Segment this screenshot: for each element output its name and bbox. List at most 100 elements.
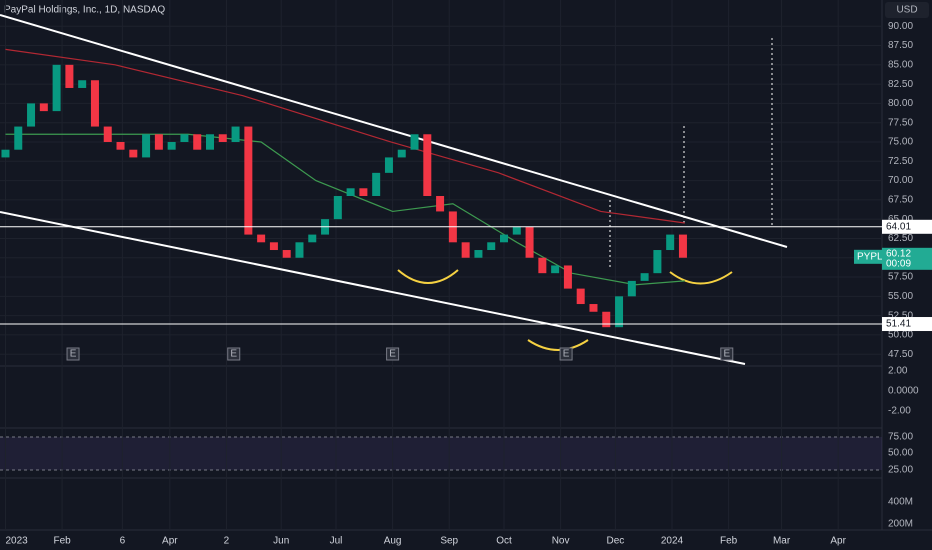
volume-axis-label: 200M <box>888 519 913 530</box>
y-tick-label: 82.50 <box>888 79 913 90</box>
event-label: E <box>389 349 396 360</box>
rsi-axis-label: 50.00 <box>888 448 913 459</box>
candle-body <box>576 288 585 305</box>
x-tick-label: Jun <box>273 536 289 547</box>
candle-body <box>397 149 406 158</box>
pattern-arc <box>527 339 589 351</box>
y-tick-label: 47.50 <box>888 349 913 360</box>
macd-axis-label: 2.00 <box>888 366 908 377</box>
x-tick-label: Jul <box>330 536 343 547</box>
candle-body <box>116 141 125 150</box>
candle-body <box>257 234 266 243</box>
y-tick-label: 72.50 <box>888 156 913 167</box>
y-tick-label: 80.00 <box>888 98 913 109</box>
candle-body <box>589 304 598 312</box>
x-tick-label: Apr <box>162 536 178 547</box>
rsi-band <box>0 437 882 470</box>
y-tick-label: 62.50 <box>888 233 913 244</box>
x-tick-label: Sep <box>440 536 458 547</box>
x-tick-label: Apr <box>830 536 846 547</box>
candle-body <box>538 257 547 274</box>
countdown: 00:09 <box>886 258 911 269</box>
y-tick-label: 65.00 <box>888 214 913 225</box>
candle-body <box>90 80 99 127</box>
level-tag <box>882 317 932 332</box>
candle-body <box>500 234 508 243</box>
candle-body <box>653 250 662 274</box>
event-label: E <box>563 349 570 360</box>
candle-body <box>666 234 675 251</box>
symbol-label: PYPL <box>857 251 883 262</box>
level-label: 51.41 <box>886 319 911 330</box>
trend-line-upper <box>0 14 788 248</box>
currency-box[interactable] <box>885 2 929 18</box>
candle-body <box>372 172 381 197</box>
x-tick-label: Mar <box>773 536 791 547</box>
candle-body <box>678 234 687 258</box>
candle-body <box>193 134 202 150</box>
candle-body <box>602 311 611 328</box>
event-marker <box>227 347 241 361</box>
candle-body <box>615 296 624 328</box>
y-tick-label: 87.50 <box>888 40 913 51</box>
candle-body <box>65 64 74 88</box>
candle-body <box>627 280 636 297</box>
candle-body <box>142 134 151 158</box>
candle-body <box>423 134 432 197</box>
candle-body <box>474 250 483 258</box>
candle-body <box>167 141 176 150</box>
candle-body <box>206 134 214 150</box>
chart-title: PayPal Holdings, Inc., 1D, NASDAQ <box>4 5 165 16</box>
y-tick-label: 90.00 <box>888 21 913 32</box>
event-marker <box>559 347 573 361</box>
candle-body <box>461 242 470 258</box>
candle-body <box>384 157 393 173</box>
trend-line-lower <box>0 211 746 365</box>
candle-body <box>103 126 112 142</box>
symbol-tag <box>854 249 882 264</box>
candle-body <box>14 126 23 150</box>
pattern-arc <box>397 269 459 284</box>
y-tick-label: 70.00 <box>888 175 913 186</box>
last-price: 60.12 <box>886 248 911 259</box>
macd-axis-label: -2.00 <box>888 406 911 417</box>
candle-body <box>39 103 48 112</box>
event-label: E <box>70 349 77 360</box>
rsi-axis-label: 25.00 <box>888 465 913 476</box>
y-tick-label: 67.50 <box>888 195 913 206</box>
candle-body <box>269 242 278 251</box>
y-tick-label: 77.50 <box>888 117 913 128</box>
candle-body <box>52 64 61 112</box>
volume-axis-label: 400M <box>888 497 913 508</box>
level-label: 64.01 <box>886 221 911 232</box>
candle-body <box>640 273 649 281</box>
candle-body <box>129 149 138 158</box>
x-tick-label: Feb <box>720 536 738 547</box>
currency[interactable]: USD <box>896 5 917 16</box>
candle-body <box>346 188 355 197</box>
macd-axis-label: 0.0000 <box>888 386 919 397</box>
y-tick-label: 85.00 <box>888 59 913 70</box>
event-marker <box>386 347 400 361</box>
event-marker <box>720 347 734 361</box>
x-tick-label: Oct <box>496 536 512 547</box>
candle-body <box>27 103 36 127</box>
event-marker <box>66 347 80 361</box>
x-tick-label: 6 <box>120 536 126 547</box>
y-tick-label: 55.00 <box>888 291 913 302</box>
candle-body <box>551 265 560 274</box>
candle-body <box>308 234 317 243</box>
x-tick-label: Aug <box>384 536 402 547</box>
candle-body <box>512 226 521 235</box>
event-label: E <box>723 349 730 360</box>
candle-body <box>295 242 304 258</box>
candle-body <box>333 196 342 220</box>
x-tick-label: 2023 <box>5 536 28 547</box>
x-tick-label: 2024 <box>661 536 684 547</box>
candle-body <box>244 126 253 235</box>
candle-body <box>282 250 291 258</box>
y-tick-label: 50.00 <box>888 330 913 341</box>
y-tick-label: 52.50 <box>888 310 913 321</box>
